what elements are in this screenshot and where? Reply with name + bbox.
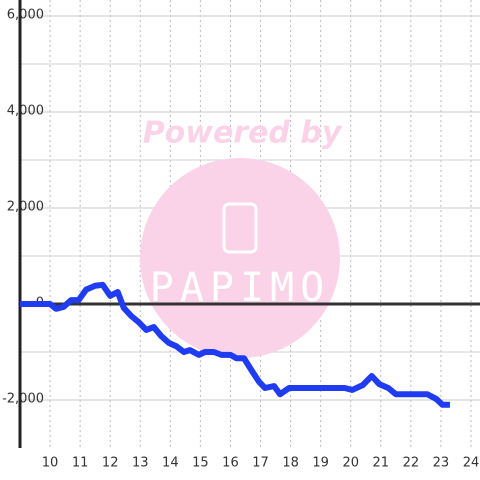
- x-tick-label: 16: [222, 456, 239, 471]
- x-tick-label: 12: [102, 456, 119, 471]
- y-tick-label: 6,000: [7, 8, 44, 23]
- x-tick-label: 24: [463, 456, 480, 471]
- y-tick-label: -2,000: [2, 392, 44, 407]
- x-tick-label: 11: [72, 456, 89, 471]
- x-tick-label: 14: [162, 456, 179, 471]
- x-tick-label: 10: [42, 456, 59, 471]
- x-tick-label: 23: [433, 456, 450, 471]
- x-tick-label: 13: [132, 456, 149, 471]
- x-tick-label: 17: [252, 456, 269, 471]
- x-tick-label: 18: [282, 456, 299, 471]
- x-tick-label: 20: [342, 456, 359, 471]
- watermark-circle: [140, 158, 340, 358]
- y-tick-label: 4,000: [7, 104, 44, 119]
- x-tick-label: 19: [312, 456, 329, 471]
- x-tick-label: 22: [403, 456, 420, 471]
- watermark-text: Powered by: [143, 116, 343, 151]
- watermark-icon: [222, 202, 258, 254]
- y-tick-label: 2,000: [7, 200, 44, 215]
- data-line: [20, 281, 450, 408]
- x-tick-label: 21: [373, 456, 390, 471]
- x-tick-label: 15: [192, 456, 209, 471]
